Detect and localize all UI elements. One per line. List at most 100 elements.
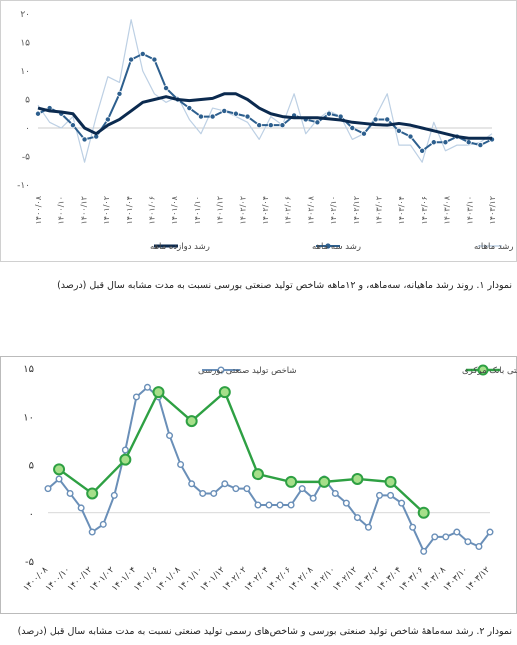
x-tick-label: ۱۴۰۲/۱۰ (329, 196, 338, 224)
chart-1-caption: نمودار ۱. روند رشد ماهیانه، سه‌ماهه، و ۱… (57, 280, 512, 291)
x-tick-label: ۱۴۰۲/۱۲ (352, 196, 361, 224)
data-point (55, 475, 63, 483)
data-point (420, 547, 428, 555)
data-point (139, 50, 146, 57)
data-point (477, 142, 484, 149)
y-tick-label: ۵ (25, 96, 30, 106)
legend-label: رشد سه ماهه (312, 242, 361, 252)
data-point (218, 386, 231, 399)
data-point (419, 147, 426, 154)
y-tick-label: -۱۰ (17, 181, 30, 191)
data-point (256, 122, 263, 129)
data-point (395, 127, 402, 134)
data-point (151, 56, 158, 63)
data-point (244, 113, 251, 120)
data-point (351, 472, 364, 485)
data-point (104, 116, 111, 123)
chart-1: ۲۰ ۱۵ ۱۰ ۵ ۰ -۵ -۱۰ ۱۴۰۰/۰۸ ۱۴۰۰/۱۰ ۱۴۰۰/۱۲ ۱۴۰۱/۰… (0, 0, 517, 262)
x-tick-label: ۱۴۰۳/۱۲ (488, 196, 497, 224)
data-point (430, 139, 437, 146)
data-point (143, 383, 151, 391)
data-point (210, 489, 218, 497)
data-point (69, 122, 76, 129)
data-point (376, 491, 384, 499)
data-point (177, 460, 185, 468)
x-tick-label: ۱۴۰۱/۰۶ (148, 196, 157, 224)
series-line-2 (37, 19, 493, 163)
x-tick-label: ۱۴۰۰/۱۰ (57, 196, 66, 224)
data-point (44, 485, 52, 493)
data-point (243, 485, 251, 493)
x-tick-label: ۱۴۰۳/۰۶ (420, 196, 429, 224)
data-point (221, 480, 229, 488)
data-point (66, 489, 74, 497)
data-point (387, 491, 395, 499)
data-point (342, 499, 350, 507)
data-point (185, 415, 198, 428)
data-point (267, 122, 274, 129)
data-point (442, 139, 449, 146)
data-point (132, 393, 140, 401)
data-point (209, 113, 216, 120)
data-point (199, 489, 207, 497)
data-point (486, 528, 494, 536)
x-tick-label: ۱۴۰۲/۰۶ (284, 196, 293, 224)
chart-2: ۱۵۱۰۵۰-۵۱۴۰۰/۰۸۱۴۰۰/۱۰۱۴۰۰/۱۲۱۴۰۱/۰۲۱۴۰۱… (0, 356, 517, 614)
x-tick-label: ۱۴۰۰/۰۸ (34, 195, 43, 224)
data-point (364, 523, 372, 531)
y-tick-label: ۱۰ (23, 412, 34, 423)
data-point (116, 90, 123, 97)
x-tick-label: ۱۴۰۰/۱۲ (79, 196, 88, 224)
y-tick-label: ۰ (25, 124, 30, 134)
data-point (232, 110, 239, 117)
legend-label: شاخص تولید کارگاه‌های بزرگ صنعتی بانک مر… (462, 365, 517, 376)
data-point (465, 139, 472, 146)
x-tick-label: ۱۴۰۳/۱۲ (464, 565, 493, 594)
data-point (331, 489, 339, 497)
data-point (121, 446, 129, 454)
y-tick-label: ۱۵ (23, 364, 34, 375)
series-line-1 (37, 52, 493, 152)
legend-label: رشد دوازده ماهه (150, 242, 210, 252)
x-tick-label: ۱۴۰۱/۰۲ (102, 196, 111, 224)
data-point (431, 533, 439, 541)
x-tick-label: ۱۴۰۱/۰۴ (125, 196, 134, 224)
data-point (276, 501, 284, 509)
y-tick-label: ۱۵ (20, 39, 30, 49)
x-tick-label: ۱۴۰۱/۰۸ (170, 195, 179, 224)
data-point (166, 432, 174, 440)
data-point (384, 116, 391, 123)
data-point (287, 501, 295, 509)
data-point (309, 494, 317, 502)
legend-marker (217, 366, 225, 374)
data-point (188, 480, 196, 488)
x-tick-label: ۱۴۰۱/۱۲ (216, 196, 225, 224)
y-tick-label: -۵ (25, 557, 34, 568)
data-point (251, 468, 264, 481)
data-point (349, 125, 356, 132)
data-point (186, 105, 193, 112)
data-point (285, 475, 298, 488)
y-tick-label: ۰ (29, 509, 34, 520)
data-point (81, 136, 88, 143)
data-point (442, 533, 450, 541)
legend-marker (325, 243, 331, 249)
data-point (232, 485, 240, 493)
series-line-0 (37, 92, 492, 140)
data-point (254, 501, 262, 509)
data-point (409, 523, 417, 531)
x-tick-label: ۱۴۰۳/۰۲ (375, 196, 384, 224)
data-point (119, 453, 132, 466)
data-point (279, 122, 286, 129)
data-point (35, 110, 42, 117)
data-point (353, 514, 361, 522)
data-point (128, 56, 135, 63)
data-point (77, 504, 85, 512)
y-tick-label: -۵ (22, 153, 30, 163)
data-point (464, 538, 472, 546)
y-tick-label: ۵ (29, 461, 34, 472)
legend-label: شاخص تولید صنعتی بورسی (198, 366, 296, 376)
chart-2-caption: نمودار ۲. رشد سه‌ماهۀ شاخص تولید صنعتی ب… (17, 626, 512, 637)
data-point (372, 116, 379, 123)
